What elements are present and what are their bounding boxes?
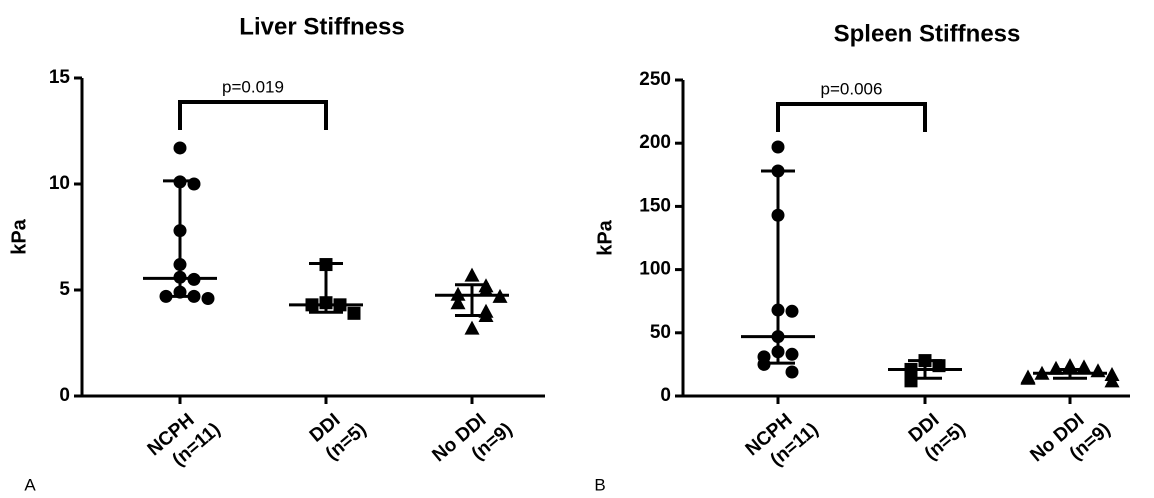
x-tick-label: DDI(n=5) <box>905 410 970 465</box>
data-point <box>1076 359 1092 374</box>
y-axis-label: kPa <box>594 219 616 255</box>
data-point <box>464 320 480 335</box>
panel-label: A <box>24 475 36 494</box>
data-point <box>478 282 494 297</box>
significance-bracket <box>776 102 927 132</box>
y-axis-label: kPa <box>8 218 30 254</box>
data-point <box>1020 370 1036 385</box>
x-tick-label: No DDI(n=9) <box>428 410 516 467</box>
x-tick-label: No DDI(n=9) <box>1026 410 1114 467</box>
y-tick-label: 0 <box>660 385 671 406</box>
data-point <box>450 286 466 301</box>
y-tick-label: 100 <box>639 259 671 280</box>
chart-title: Liver Stiffness <box>239 13 404 40</box>
y-tick-label: 0 <box>59 385 70 406</box>
y-tick-label: 50 <box>650 322 671 343</box>
data-point <box>785 365 799 379</box>
y-tick-label: 200 <box>639 132 671 153</box>
chart-title: Spleen Stiffness <box>834 20 1021 47</box>
data-point <box>785 304 799 318</box>
data-point <box>173 141 187 155</box>
panel-label: B <box>594 475 605 494</box>
p-value: p=0.019 <box>222 77 284 96</box>
data-point <box>1104 373 1120 388</box>
x-tick-label: NCPH(n=11) <box>144 410 225 471</box>
data-point <box>1090 363 1106 378</box>
y-tick-label: 15 <box>49 67 71 88</box>
data-point <box>201 291 215 305</box>
y-tick-label: 150 <box>639 195 671 216</box>
y-tick-label: 250 <box>639 69 671 90</box>
p-value: p=0.006 <box>821 79 883 98</box>
x-tick-label: NCPH(n=11) <box>742 410 823 471</box>
data-point <box>904 374 918 388</box>
data-point <box>464 267 480 282</box>
data-point <box>785 347 799 361</box>
data-point <box>771 140 785 154</box>
data-point <box>347 306 361 320</box>
y-tick-label: 5 <box>59 279 70 300</box>
significance-bracket <box>178 100 328 130</box>
y-tick-label: 10 <box>49 173 70 194</box>
data-point <box>1048 360 1064 375</box>
x-tick-label: DDI(n=5) <box>306 410 371 465</box>
data-point <box>450 295 466 310</box>
